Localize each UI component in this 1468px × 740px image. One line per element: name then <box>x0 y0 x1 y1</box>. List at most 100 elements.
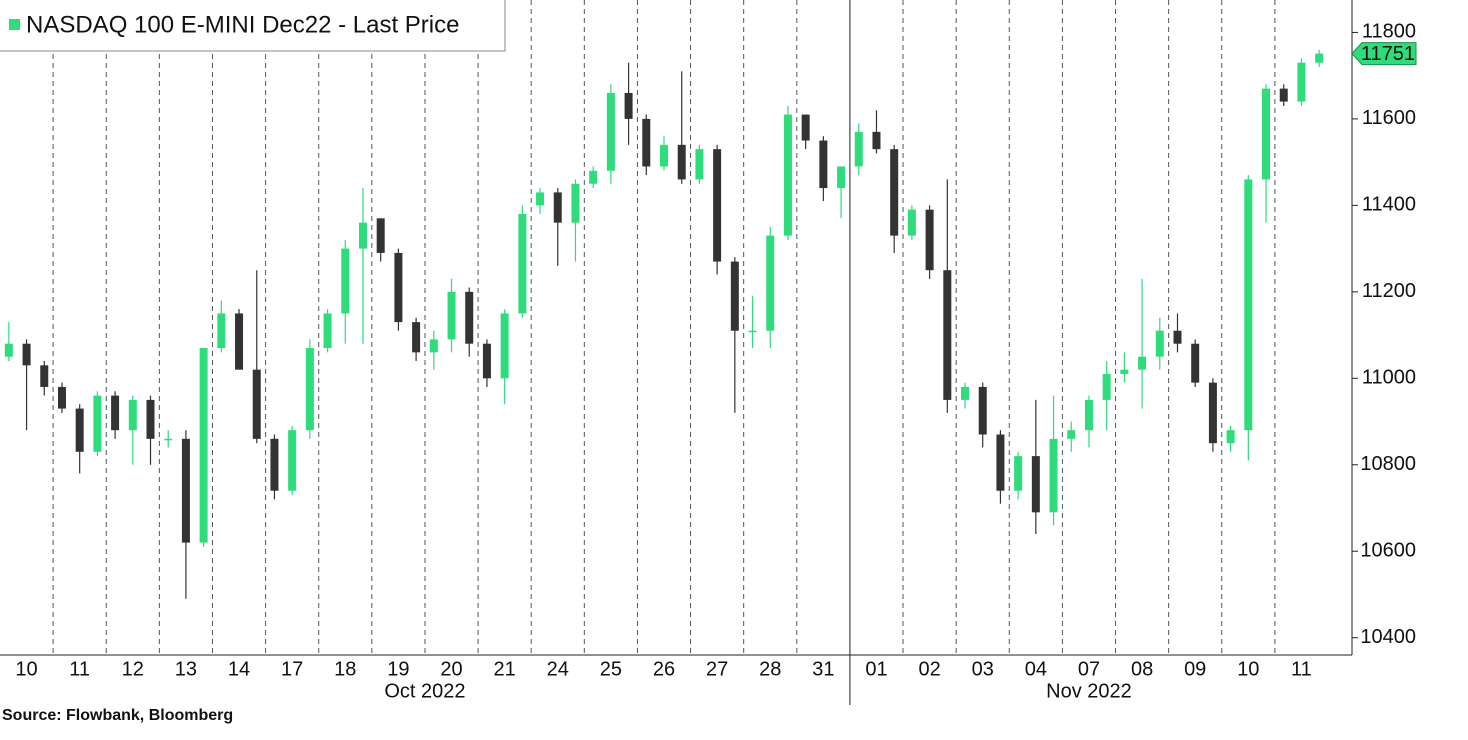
candle-body <box>571 183 580 223</box>
legend-swatch <box>9 19 20 30</box>
candle-body <box>1138 356 1147 370</box>
y-tick-label: 11400 <box>1362 194 1416 216</box>
x-tick-label: 01 <box>865 658 887 680</box>
candle-body <box>1102 373 1111 400</box>
x-tick-label: 21 <box>494 658 516 680</box>
candle-body <box>4 343 13 357</box>
candle-body <box>1120 369 1129 374</box>
candle-body <box>288 430 297 491</box>
candle-body <box>1084 399 1093 431</box>
candle-body <box>1173 330 1182 344</box>
candle-body <box>854 131 863 167</box>
candle-body <box>801 114 810 141</box>
candle-body <box>518 214 527 314</box>
x-tick-label: 09 <box>1184 658 1206 680</box>
candle-body <box>376 218 385 253</box>
candle-body <box>181 438 190 543</box>
candle-body <box>358 222 367 249</box>
x-tick-label: 12 <box>122 658 144 680</box>
x-tick-label: 26 <box>653 658 675 680</box>
candle-body <box>412 322 421 353</box>
candle-body <box>553 192 562 223</box>
candle-body <box>1279 88 1288 102</box>
candle-body <box>93 395 102 452</box>
y-tick-label: 10400 <box>1360 626 1416 648</box>
candle-body <box>1315 53 1324 63</box>
candle-body <box>766 235 775 331</box>
x-tick-label: 20 <box>440 658 462 680</box>
source-note: Source: Flowbank, Bloomberg <box>2 707 233 724</box>
candle-body <box>907 209 916 236</box>
month-label: Nov 2022 <box>1046 680 1132 702</box>
x-tick-label: 11 <box>69 658 90 680</box>
candle-body <box>783 114 792 236</box>
candle-body <box>1226 430 1235 444</box>
legend-box <box>0 0 506 52</box>
x-tick-label: 25 <box>600 658 622 680</box>
candle-body <box>305 348 314 431</box>
candle-body <box>252 369 261 439</box>
candle-body <box>465 291 474 344</box>
candle-body <box>1014 456 1023 491</box>
candle-body <box>482 343 491 379</box>
candle-body <box>624 92 633 119</box>
y-tick-label: 11200 <box>1362 280 1416 302</box>
x-tick-label: 08 <box>1131 658 1153 680</box>
candle-body <box>40 365 49 387</box>
month-label: Oct 2022 <box>384 680 465 702</box>
candle-body <box>713 149 722 262</box>
candle-body <box>1208 382 1217 444</box>
chart-title: NASDAQ 100 E-MINI Dec22 - Last Price <box>26 11 459 38</box>
x-tick-label: 18 <box>334 658 356 680</box>
candle-body <box>748 330 757 333</box>
x-tick-label: 04 <box>1025 658 1047 680</box>
candle-body <box>925 209 934 271</box>
candle-body <box>1155 330 1164 357</box>
candle-body <box>695 149 704 180</box>
x-tick-label: 10 <box>1237 658 1259 680</box>
candle-body <box>943 270 952 400</box>
x-tick-label: 10 <box>15 658 37 680</box>
candle-body <box>978 386 987 435</box>
candle-body <box>1031 456 1040 513</box>
candle-body <box>164 438 173 441</box>
candle-body <box>837 166 846 189</box>
x-tick-label: 13 <box>175 658 197 680</box>
candle-body <box>111 395 120 431</box>
x-tick-label: 27 <box>706 658 728 680</box>
candle-body <box>589 170 598 184</box>
candle-body <box>447 291 456 340</box>
last-price-tag <box>1351 42 1417 66</box>
candle-body <box>394 252 403 323</box>
candle-body <box>199 348 208 543</box>
candle-body <box>1049 438 1058 513</box>
candle-body <box>128 399 137 431</box>
y-tick-label: 11800 <box>1362 21 1416 43</box>
candle-body <box>961 386 970 400</box>
x-tick-label: 28 <box>759 658 781 680</box>
candle-body <box>146 399 155 439</box>
candle-body <box>872 131 881 150</box>
legend: NASDAQ 100 E-MINI Dec22 - Last Price <box>0 0 506 52</box>
candle-body <box>235 313 244 370</box>
candle-body <box>500 313 509 379</box>
y-tick-label: 11600 <box>1362 107 1416 129</box>
candle-body <box>819 140 828 189</box>
candle-body <box>1262 88 1271 180</box>
candle-body <box>606 92 615 171</box>
x-tick-label: 19 <box>387 658 409 680</box>
candle-body <box>341 248 350 314</box>
candle-body <box>642 118 651 167</box>
candle-body <box>75 408 84 452</box>
candle-body <box>660 144 668 167</box>
candle-body <box>1244 179 1253 431</box>
x-tick-label: 24 <box>547 658 569 680</box>
candle-body <box>890 149 899 236</box>
y-tick-label: 11000 <box>1362 367 1416 389</box>
candle-body <box>270 438 279 491</box>
x-tick-label: 14 <box>228 658 250 680</box>
x-tick-label: 17 <box>281 658 303 680</box>
candle-body <box>536 192 545 206</box>
last-price-label: 11751 <box>1361 43 1415 65</box>
